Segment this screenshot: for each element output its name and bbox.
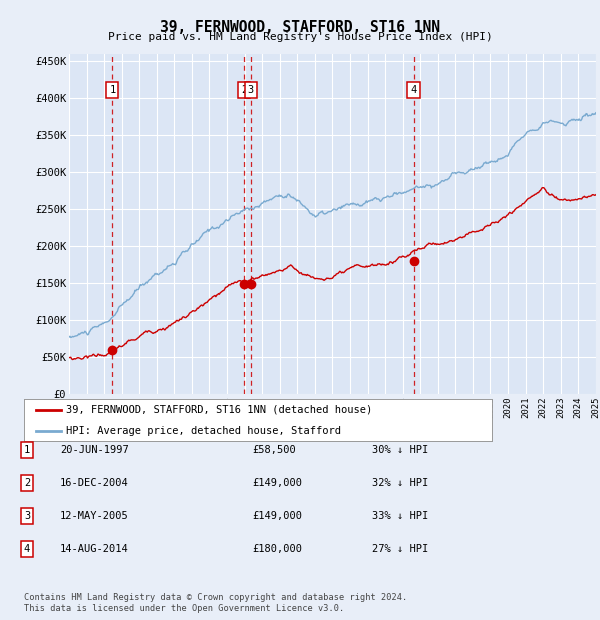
- Text: 32% ↓ HPI: 32% ↓ HPI: [372, 478, 428, 488]
- Text: 16-DEC-2004: 16-DEC-2004: [60, 478, 129, 488]
- Text: 27% ↓ HPI: 27% ↓ HPI: [372, 544, 428, 554]
- Text: 4: 4: [410, 84, 416, 95]
- Text: £58,500: £58,500: [252, 445, 296, 455]
- Text: 1: 1: [109, 84, 115, 95]
- Text: £149,000: £149,000: [252, 511, 302, 521]
- Text: Price paid vs. HM Land Registry's House Price Index (HPI): Price paid vs. HM Land Registry's House …: [107, 32, 493, 42]
- Text: 30% ↓ HPI: 30% ↓ HPI: [372, 445, 428, 455]
- Text: 3: 3: [248, 84, 254, 95]
- Text: 14-AUG-2014: 14-AUG-2014: [60, 544, 129, 554]
- Text: 4: 4: [24, 544, 30, 554]
- Text: 1: 1: [24, 445, 30, 455]
- Text: £180,000: £180,000: [252, 544, 302, 554]
- Text: HPI: Average price, detached house, Stafford: HPI: Average price, detached house, Staf…: [66, 426, 341, 436]
- Text: £149,000: £149,000: [252, 478, 302, 488]
- Text: Contains HM Land Registry data © Crown copyright and database right 2024.
This d: Contains HM Land Registry data © Crown c…: [24, 593, 407, 613]
- Text: 2: 2: [24, 478, 30, 488]
- Text: 12-MAY-2005: 12-MAY-2005: [60, 511, 129, 521]
- Text: 2: 2: [241, 84, 247, 95]
- Text: 33% ↓ HPI: 33% ↓ HPI: [372, 511, 428, 521]
- Text: 39, FERNWOOD, STAFFORD, ST16 1NN (detached house): 39, FERNWOOD, STAFFORD, ST16 1NN (detach…: [66, 405, 373, 415]
- Text: 3: 3: [24, 511, 30, 521]
- Text: 39, FERNWOOD, STAFFORD, ST16 1NN: 39, FERNWOOD, STAFFORD, ST16 1NN: [160, 20, 440, 35]
- Text: 20-JUN-1997: 20-JUN-1997: [60, 445, 129, 455]
